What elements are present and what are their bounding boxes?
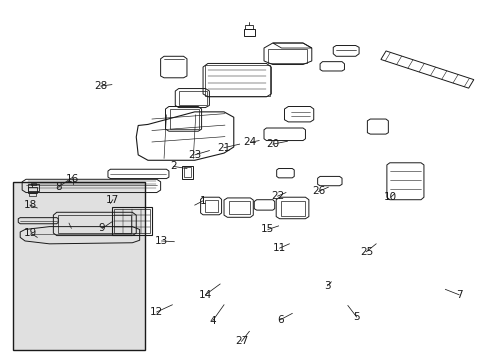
Bar xyxy=(183,167,190,177)
Bar xyxy=(13,182,144,350)
Text: 20: 20 xyxy=(265,139,279,149)
Text: 21: 21 xyxy=(217,143,230,153)
Text: 27: 27 xyxy=(234,336,248,346)
Bar xyxy=(281,201,305,216)
Text: 14: 14 xyxy=(199,290,212,300)
Bar xyxy=(245,25,253,30)
Bar xyxy=(204,200,218,212)
Text: 22: 22 xyxy=(270,191,284,201)
Bar xyxy=(170,109,198,129)
Text: 11: 11 xyxy=(272,243,285,253)
Text: 10: 10 xyxy=(384,192,397,202)
Text: 1: 1 xyxy=(199,196,206,206)
Bar xyxy=(28,184,39,191)
Text: 26: 26 xyxy=(311,186,325,197)
Text: 9: 9 xyxy=(99,224,105,233)
Text: 13: 13 xyxy=(155,236,168,246)
Text: 19: 19 xyxy=(24,228,38,238)
Bar xyxy=(58,215,131,233)
Bar xyxy=(114,209,150,233)
Bar xyxy=(243,29,255,36)
Text: 6: 6 xyxy=(276,315,283,325)
Text: 28: 28 xyxy=(94,81,107,91)
Bar xyxy=(112,207,152,235)
Bar xyxy=(228,201,250,215)
Bar xyxy=(267,49,306,63)
Bar xyxy=(178,91,206,105)
Bar xyxy=(31,183,36,185)
Text: 5: 5 xyxy=(353,312,359,322)
Text: 8: 8 xyxy=(55,182,61,192)
Text: 17: 17 xyxy=(106,195,119,205)
Text: 4: 4 xyxy=(209,316,216,325)
Text: 23: 23 xyxy=(188,150,201,160)
Text: 12: 12 xyxy=(150,307,163,317)
Text: 7: 7 xyxy=(455,290,462,300)
Bar xyxy=(204,64,269,96)
Bar xyxy=(27,187,37,193)
Text: 25: 25 xyxy=(359,247,372,257)
Text: 3: 3 xyxy=(324,281,330,291)
Text: 24: 24 xyxy=(243,138,257,147)
Text: 16: 16 xyxy=(66,174,80,184)
Text: 2: 2 xyxy=(170,161,176,171)
Bar xyxy=(29,193,36,197)
Text: 18: 18 xyxy=(23,200,37,210)
Text: 15: 15 xyxy=(261,225,274,234)
Bar xyxy=(182,166,192,179)
